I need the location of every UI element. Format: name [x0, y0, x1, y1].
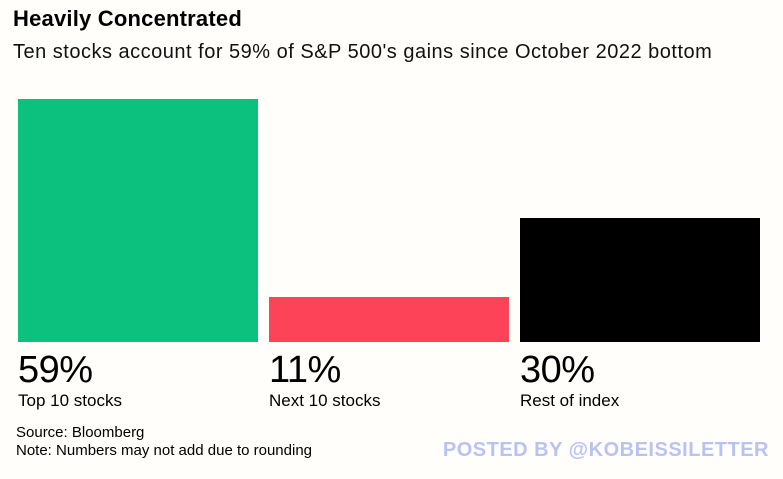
- chart-title: Heavily Concentrated: [13, 6, 242, 31]
- rounding-note: Note: Numbers may not add due to roundin…: [16, 442, 313, 459]
- category-label: Rest of index: [520, 391, 620, 410]
- bar-chart: 59% Top 10 stocks 11% Next 10 stocks 30% Rest…: [18, 99, 760, 411]
- bar-column: 59% Top 10 stocks: [18, 99, 258, 411]
- category-label: Top 10 stocks: [18, 391, 122, 410]
- category-label: Next 10 stocks: [269, 391, 381, 410]
- watermark-posted-by: POSTED BY @KOBEISSILETTER: [442, 439, 769, 461]
- bar-next-10-stocks: [269, 297, 509, 342]
- source-note: Source: Bloomberg: [16, 424, 145, 441]
- bar-area: [269, 99, 509, 342]
- bar-area: [520, 99, 760, 342]
- bar-top-10-stocks: [18, 99, 258, 342]
- bar-column: 11% Next 10 stocks: [269, 99, 509, 411]
- bar-column: 30% Rest of index: [520, 99, 760, 411]
- value-label: 30%: [520, 349, 595, 391]
- bar-rest-of-index: [520, 218, 760, 342]
- chart-subtitle: Ten stocks account for 59% of S&P 500's …: [13, 41, 713, 63]
- value-label: 59%: [18, 349, 93, 391]
- bar-area: [18, 99, 258, 342]
- footer-notes: Source: Bloomberg Note: Numbers may not …: [16, 424, 312, 460]
- value-label: 11%: [269, 349, 341, 391]
